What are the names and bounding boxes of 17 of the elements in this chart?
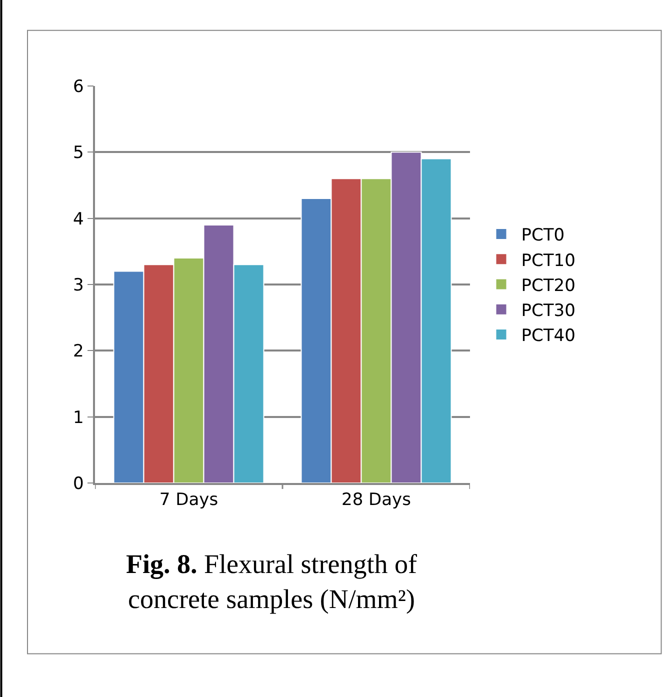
legend-label: PCT20 — [521, 276, 576, 296]
y-tick-label: 6 — [73, 76, 84, 97]
y-tick-label: 5 — [73, 143, 84, 164]
y-tick-label: 3 — [73, 275, 84, 296]
x-tick-label: 7 Days — [159, 490, 218, 510]
legend-label: PCT0 — [521, 226, 565, 246]
legend-label: PCT40 — [521, 326, 576, 346]
text: concrete samples (N/mm²) — [128, 584, 415, 614]
y-tick-label: 0 — [73, 474, 84, 494]
caption: Fig. 8. — [126, 549, 198, 579]
legend-label: PCT30 — [521, 300, 576, 321]
y-tick-label: 4 — [73, 209, 84, 230]
text: Flexural strength of — [204, 549, 417, 579]
y-tick-label: 1 — [73, 408, 84, 428]
y-tick-label: 2 — [73, 342, 84, 362]
legend-label: PCT10 — [521, 250, 576, 271]
x-tick-label: 28 Days — [342, 490, 412, 510]
